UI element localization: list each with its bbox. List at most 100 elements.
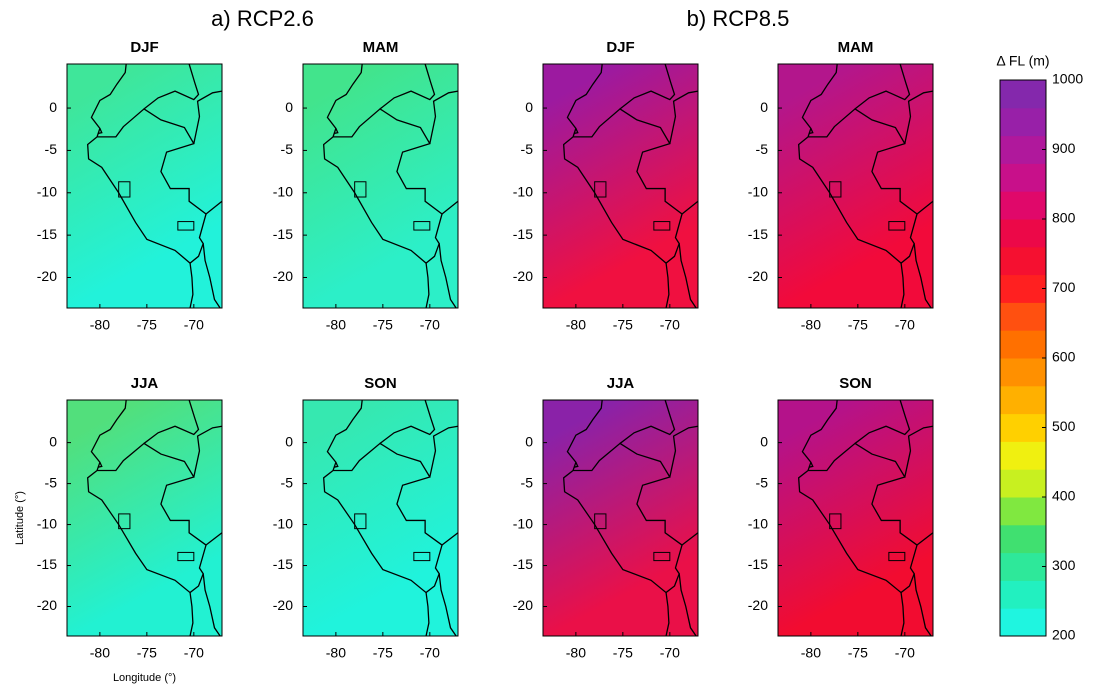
y-tick-label: 0 bbox=[285, 99, 293, 115]
y-tick-label: -10 bbox=[37, 183, 57, 199]
study-box bbox=[594, 513, 607, 530]
panel-title: JJA bbox=[607, 375, 635, 392]
y-tick-label: -5 bbox=[45, 474, 58, 490]
border-line bbox=[326, 399, 363, 471]
y-tick-label: -10 bbox=[273, 515, 293, 531]
border-line bbox=[205, 200, 223, 215]
x-tick-label: -75 bbox=[848, 317, 868, 333]
border-line bbox=[681, 532, 699, 546]
border-line bbox=[808, 462, 814, 468]
border-line bbox=[916, 200, 934, 215]
plot-frame bbox=[777, 63, 934, 309]
panel-title: SON bbox=[364, 375, 397, 392]
x-tick-label: -70 bbox=[420, 645, 440, 661]
x-tick-label: -70 bbox=[660, 317, 680, 333]
x-tick-label: -75 bbox=[848, 645, 868, 661]
study-box bbox=[413, 551, 431, 562]
border-line bbox=[681, 200, 699, 215]
plot-frame bbox=[302, 63, 459, 309]
plot-frame bbox=[66, 399, 223, 637]
border-line bbox=[379, 63, 436, 110]
y-tick-label: -5 bbox=[281, 141, 294, 157]
border-line bbox=[441, 200, 459, 215]
border-line bbox=[193, 90, 223, 144]
map-field bbox=[778, 64, 933, 308]
study-box bbox=[653, 551, 671, 562]
border-line bbox=[913, 573, 932, 637]
border-line bbox=[808, 128, 814, 135]
colorbar-tick-label: 500 bbox=[1052, 418, 1076, 434]
y-tick-label: 0 bbox=[285, 433, 293, 449]
border-line bbox=[202, 573, 221, 637]
x-tick-label: -80 bbox=[566, 317, 586, 333]
border-line bbox=[801, 63, 838, 138]
y-tick-label: -5 bbox=[756, 474, 769, 490]
colorbar-swatch bbox=[1000, 274, 1046, 303]
x-tick-label: -75 bbox=[613, 317, 633, 333]
panel-title: MAM bbox=[838, 39, 874, 56]
study-box bbox=[888, 551, 906, 562]
panel-title: SON bbox=[839, 375, 872, 392]
border-line bbox=[854, 63, 911, 110]
x-tick-label: -80 bbox=[326, 645, 346, 661]
y-tick-label: 0 bbox=[760, 433, 768, 449]
y-tick-label: 0 bbox=[525, 433, 533, 449]
y-tick-label: -20 bbox=[748, 597, 768, 613]
border-line bbox=[669, 425, 699, 478]
y-tick-label: -10 bbox=[748, 183, 768, 199]
x-tick-label: -80 bbox=[90, 645, 110, 661]
y-tick-label: 0 bbox=[760, 99, 768, 115]
study-box bbox=[177, 551, 195, 562]
colorbar-tick-label: 900 bbox=[1052, 140, 1076, 156]
study-box bbox=[413, 221, 431, 231]
colorbar-swatch bbox=[1000, 524, 1046, 554]
y-tick-label: -15 bbox=[37, 226, 57, 242]
y-tick-label: -15 bbox=[273, 556, 293, 572]
x-tick-label: -75 bbox=[137, 645, 157, 661]
colorbar-tick-label: 200 bbox=[1052, 627, 1076, 643]
border-line bbox=[438, 243, 457, 309]
y-axis-label: Latitude (°) bbox=[14, 491, 26, 545]
border-line bbox=[189, 592, 194, 637]
border-line bbox=[425, 592, 430, 637]
colorbar-swatch bbox=[1000, 246, 1046, 276]
colorbar-swatch bbox=[1000, 580, 1046, 609]
border-line bbox=[566, 399, 603, 471]
colorbar-swatch bbox=[1000, 413, 1046, 442]
y-tick-label: -15 bbox=[513, 226, 533, 242]
plot-frame bbox=[777, 399, 934, 637]
border-line bbox=[573, 462, 579, 468]
y-tick-label: -20 bbox=[37, 597, 57, 613]
border-line bbox=[678, 243, 697, 309]
colorbar-tick-label: 300 bbox=[1052, 557, 1076, 573]
x-tick-label: -75 bbox=[373, 645, 393, 661]
study-box bbox=[829, 181, 842, 198]
study-box bbox=[118, 181, 131, 198]
x-tick-label: -70 bbox=[895, 645, 915, 661]
panel-title: DJF bbox=[130, 39, 158, 56]
border-line bbox=[438, 573, 457, 637]
group-title: a) RCP2.6 bbox=[211, 6, 314, 31]
border-line bbox=[189, 263, 194, 309]
border-line bbox=[900, 592, 905, 637]
border-line bbox=[669, 90, 699, 144]
border-line bbox=[665, 263, 670, 309]
border-line bbox=[441, 532, 459, 546]
map-field bbox=[67, 64, 222, 308]
border-line bbox=[900, 263, 905, 309]
map-field bbox=[67, 400, 222, 636]
colorbar-swatch bbox=[1000, 497, 1046, 526]
border-line bbox=[904, 425, 934, 478]
border-line bbox=[913, 243, 932, 309]
x-tick-label: -75 bbox=[613, 645, 633, 661]
border-line bbox=[205, 532, 223, 546]
colorbar-swatch bbox=[1000, 469, 1046, 498]
colorbar-swatch bbox=[1000, 80, 1046, 109]
border-line bbox=[678, 573, 697, 637]
map-field bbox=[543, 64, 698, 308]
x-tick-label: -70 bbox=[420, 317, 440, 333]
map-field bbox=[778, 400, 933, 636]
y-tick-label: -5 bbox=[521, 474, 534, 490]
border-line bbox=[916, 532, 934, 546]
